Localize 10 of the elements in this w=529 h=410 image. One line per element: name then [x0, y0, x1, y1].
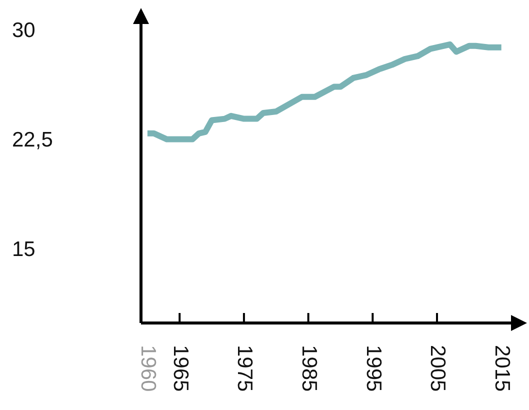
x-tick-label: 1985 — [298, 345, 321, 392]
x-tick-label: 1975 — [233, 345, 256, 392]
y-tick-label: 22,5 — [12, 128, 53, 152]
y-tick-label: 15 — [12, 238, 36, 261]
x-tick-label: 2015 — [490, 345, 514, 392]
x-tick-label: 1995 — [362, 345, 385, 392]
y-tick-label: 30 — [12, 19, 36, 42]
x-tick-label: 1965 — [168, 345, 192, 392]
x-tick-label: 1960 — [136, 345, 160, 392]
x-tick-label: 2005 — [426, 345, 450, 392]
